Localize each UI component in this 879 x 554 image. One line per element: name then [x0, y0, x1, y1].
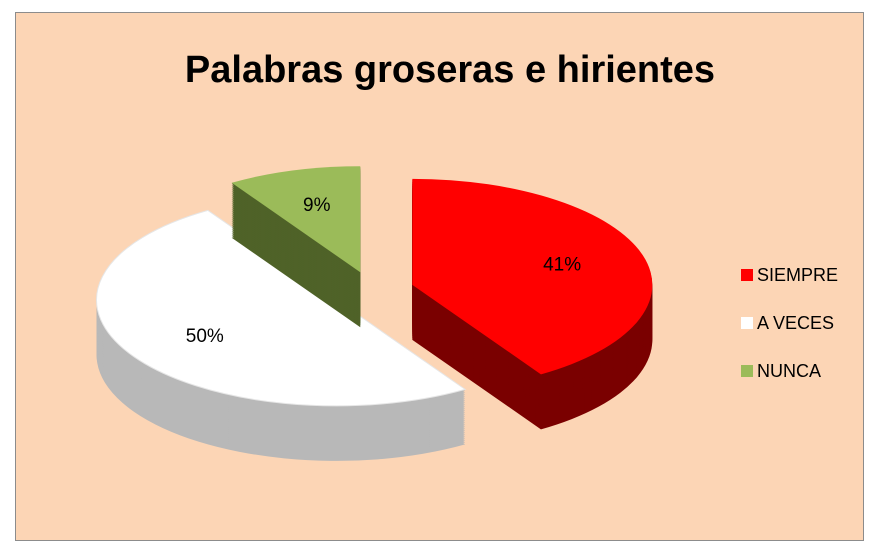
slice [231, 166, 361, 273]
legend-swatch [741, 317, 753, 329]
legend: SIEMPRE A VECES NUNCA [741, 265, 838, 381]
data-label: 50% [186, 326, 224, 347]
slice [412, 178, 653, 375]
slice [96, 209, 467, 407]
legend-label: SIEMPRE [757, 265, 838, 285]
chart-title: Palabras groseras e hirientes [185, 49, 715, 91]
legend-label: A VECES [757, 313, 834, 333]
legend-label: NUNCA [757, 361, 821, 381]
pie: 41% 50% 9% [96, 166, 653, 461]
data-label: 9% [303, 195, 331, 216]
data-label: 41% [543, 255, 581, 276]
legend-swatch [741, 269, 753, 281]
legend-swatch [741, 365, 753, 377]
